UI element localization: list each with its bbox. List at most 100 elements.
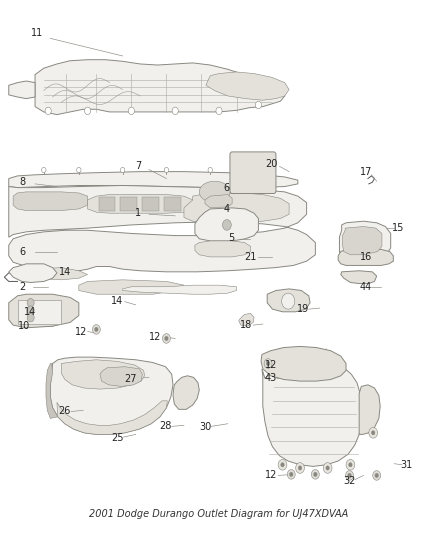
Text: 8: 8 [20,177,26,187]
Text: 6: 6 [224,183,230,192]
Polygon shape [61,360,145,389]
Circle shape [326,466,329,470]
Bar [18,300,61,324]
Circle shape [45,107,51,115]
Text: 12: 12 [265,471,277,480]
Circle shape [375,473,378,478]
Text: 12: 12 [265,360,277,370]
Circle shape [27,313,34,322]
Text: 2001 Dodge Durango Outlet Diagram for UJ47XDVAA: 2001 Dodge Durango Outlet Diagram for UJ… [89,510,349,519]
Text: 26: 26 [59,407,71,416]
Text: 10: 10 [18,321,30,331]
Circle shape [252,167,256,173]
Text: 4: 4 [224,204,230,214]
Circle shape [77,167,81,173]
Circle shape [296,463,304,473]
Text: 28: 28 [159,422,172,431]
Circle shape [290,472,293,477]
Circle shape [281,463,284,467]
Text: 44: 44 [360,282,372,292]
Text: 14: 14 [111,296,124,305]
Circle shape [298,466,302,470]
Polygon shape [339,221,391,262]
Text: 43: 43 [265,374,277,383]
Circle shape [371,431,375,435]
Text: 19: 19 [297,304,309,314]
Circle shape [216,107,222,115]
Circle shape [323,463,332,473]
Circle shape [264,359,272,368]
Polygon shape [88,195,193,213]
Circle shape [346,471,353,480]
Circle shape [92,325,100,334]
Text: 27: 27 [124,375,137,384]
Circle shape [282,293,295,309]
Polygon shape [205,195,232,208]
Polygon shape [262,362,361,466]
Text: 11: 11 [31,28,43,38]
Circle shape [346,459,355,470]
Text: 30: 30 [199,423,211,432]
Text: 16: 16 [360,252,372,262]
Circle shape [348,473,351,478]
Circle shape [165,336,168,341]
Circle shape [120,167,125,173]
Circle shape [373,471,381,480]
Circle shape [278,459,287,470]
Polygon shape [173,376,199,409]
Text: 12: 12 [75,327,87,336]
Polygon shape [13,192,88,211]
Polygon shape [79,280,184,294]
Text: 17: 17 [360,167,372,176]
Text: 32: 32 [343,476,356,486]
Circle shape [287,470,295,479]
Circle shape [311,470,319,479]
Polygon shape [9,294,79,328]
Circle shape [369,427,378,438]
Polygon shape [9,185,315,272]
Polygon shape [341,271,377,284]
Circle shape [208,167,212,173]
Text: 18: 18 [240,320,252,330]
Polygon shape [267,289,310,312]
Text: 7: 7 [135,161,141,171]
Circle shape [27,306,34,314]
Bar [164,197,181,211]
Polygon shape [359,385,380,434]
Circle shape [349,463,352,467]
Polygon shape [50,357,173,434]
Polygon shape [100,367,142,386]
Circle shape [172,107,178,115]
Text: 6: 6 [20,247,26,257]
Polygon shape [343,227,382,255]
Polygon shape [57,401,167,434]
Text: 20: 20 [265,159,278,169]
Text: 1: 1 [135,208,141,218]
Circle shape [95,327,98,332]
Bar [99,197,115,211]
Polygon shape [195,241,251,257]
Text: 15: 15 [392,223,404,233]
Polygon shape [26,268,88,280]
Text: 2: 2 [19,282,25,292]
Polygon shape [338,249,393,265]
Polygon shape [9,172,298,188]
Circle shape [162,334,170,343]
Polygon shape [195,208,258,241]
Ellipse shape [199,181,230,203]
Polygon shape [261,346,346,381]
Polygon shape [206,72,289,100]
Circle shape [223,220,231,230]
Circle shape [85,107,91,115]
FancyBboxPatch shape [230,152,276,193]
Text: 21: 21 [244,252,257,262]
Polygon shape [9,264,57,282]
Text: 12: 12 [149,332,162,342]
Text: 14: 14 [59,267,71,277]
Bar [142,197,159,211]
Text: 14: 14 [24,307,36,317]
Circle shape [128,107,134,115]
Circle shape [266,361,270,366]
Polygon shape [123,285,237,294]
Circle shape [27,298,34,307]
